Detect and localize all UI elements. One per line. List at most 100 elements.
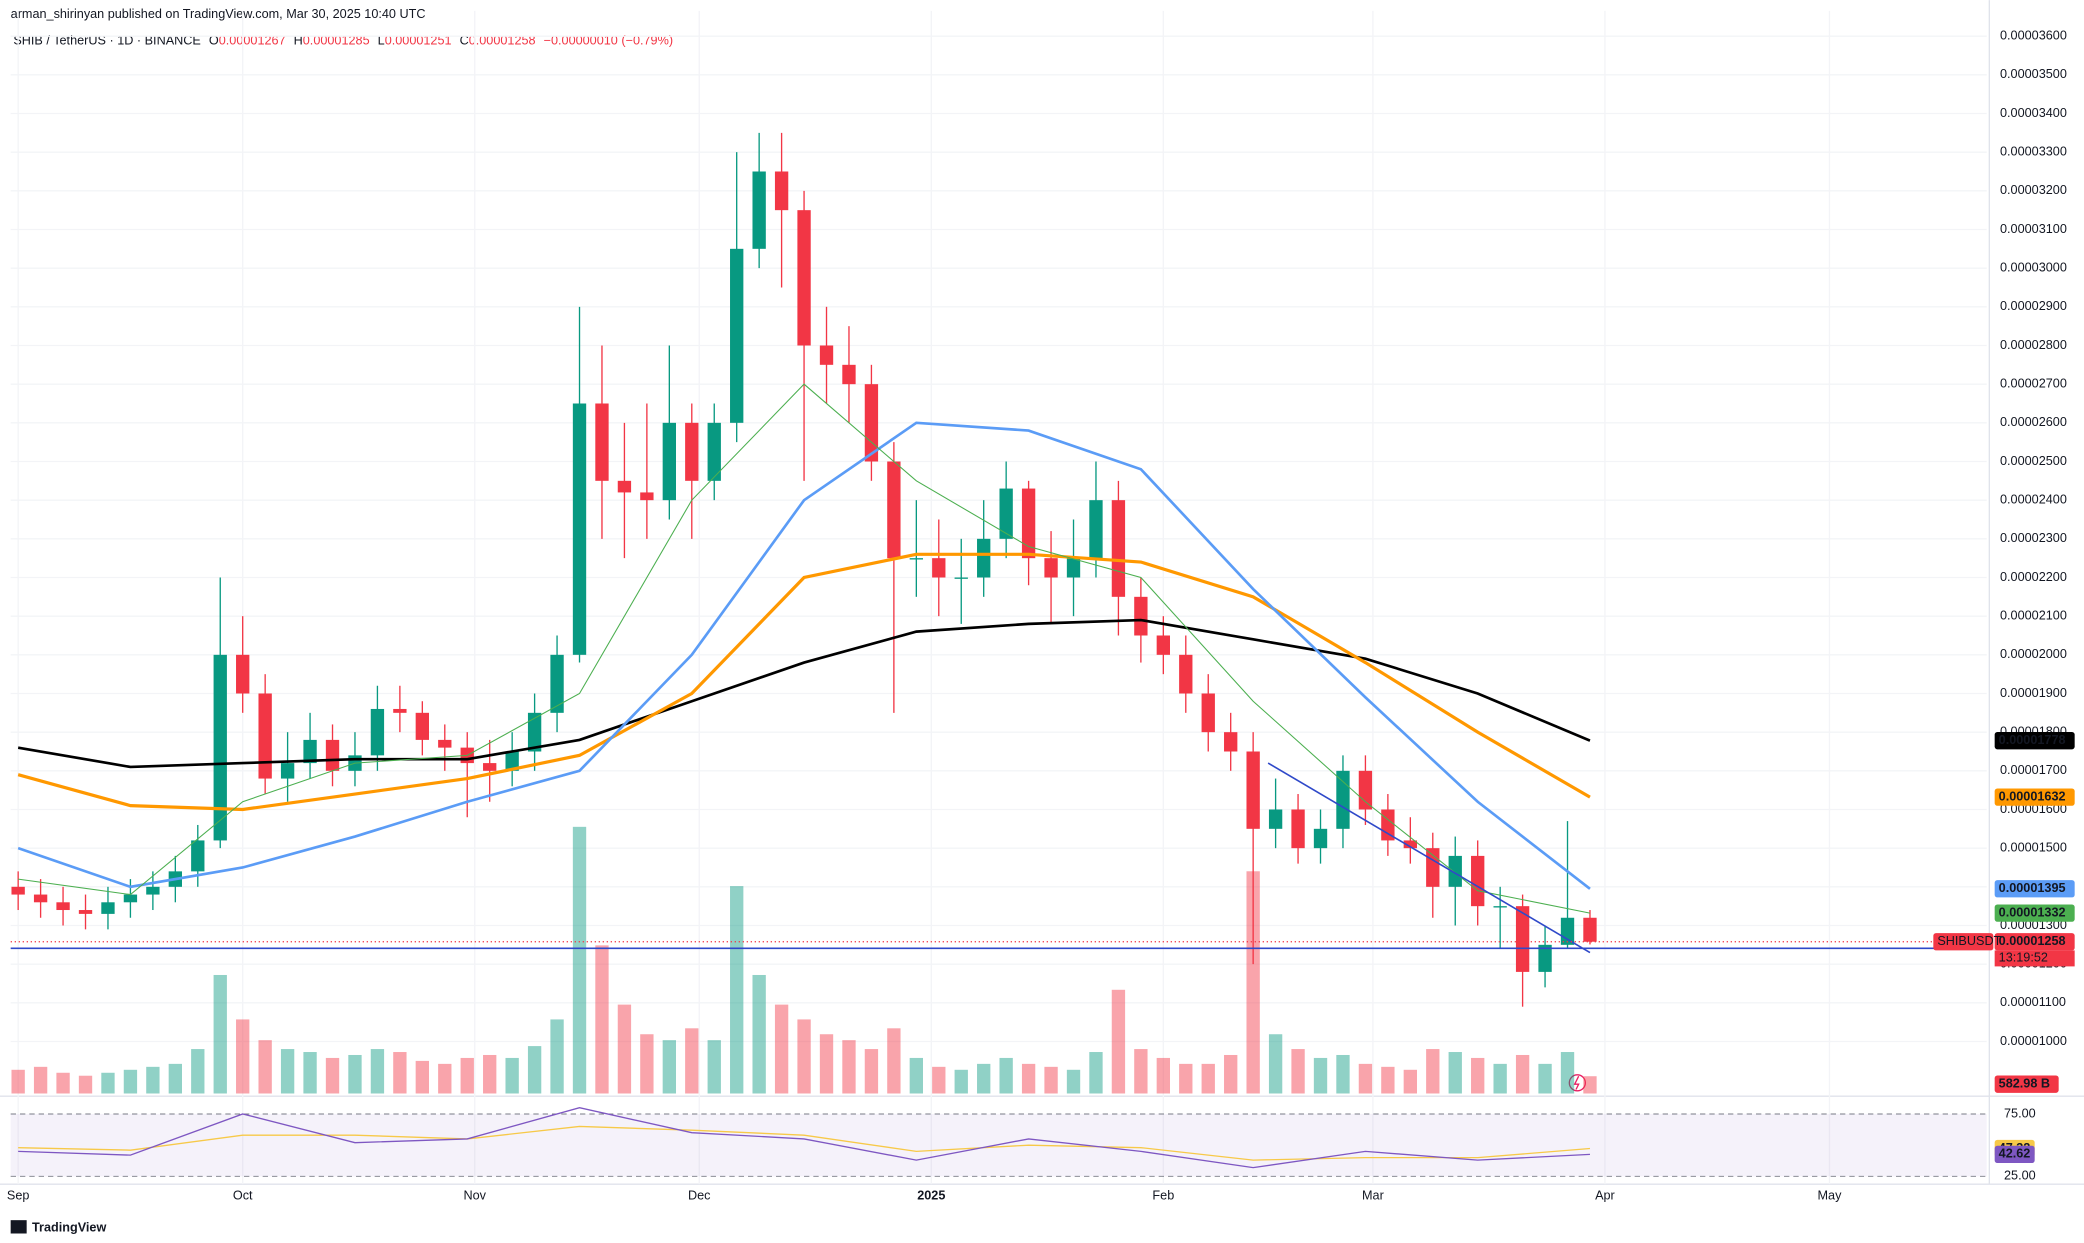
volume-bar <box>640 1034 654 1094</box>
rsi-tag: 42.62 <box>1999 1147 2031 1161</box>
candle-body <box>1021 488 1036 559</box>
x-tick-label: Nov <box>463 1189 486 1203</box>
volume-bar <box>78 1075 93 1094</box>
candle-body <box>123 894 138 903</box>
volume-bar <box>954 1069 968 1094</box>
candle-body <box>146 886 160 895</box>
volume-bar <box>977 1063 991 1094</box>
x-tick-label: Oct <box>233 1189 253 1203</box>
volume-bar <box>1560 1052 1575 1094</box>
candle-body <box>258 693 272 779</box>
volume-bar <box>483 1054 497 1094</box>
c-key: C <box>460 34 469 48</box>
volume-bar <box>1246 871 1260 1094</box>
volume-bar <box>191 1049 205 1094</box>
candle-body <box>527 712 542 752</box>
candle-body <box>572 403 587 655</box>
h-key: H <box>294 34 303 48</box>
y-tick-label: 0.00002300 <box>2000 531 2067 545</box>
candle-body <box>685 422 699 481</box>
moving-average <box>17 421 1591 890</box>
y-tick-label: 0.00002000 <box>2000 647 2067 661</box>
legend: SHIB / TetherUS · 1D · BINANCE O0.0000126… <box>13 34 673 48</box>
rsi-line <box>18 1107 1591 1169</box>
volume-bar <box>33 1066 48 1094</box>
candle-body <box>1515 906 1530 972</box>
candle-body <box>393 708 407 713</box>
y-tick-label: 0.00003000 <box>2000 261 2067 275</box>
volume-bar <box>1066 1069 1081 1094</box>
volume-bar <box>393 1052 407 1094</box>
volume-bar <box>1156 1057 1170 1094</box>
volume-bar <box>864 1049 879 1094</box>
candle-body <box>213 654 227 841</box>
candle-body <box>1291 809 1305 849</box>
volume-bar <box>505 1057 519 1094</box>
candle-body <box>370 708 385 756</box>
volume-bar <box>1134 1049 1148 1094</box>
volume-bar <box>213 974 227 1094</box>
alert-icon[interactable] <box>1568 1074 1586 1092</box>
volume-bar <box>1538 1063 1552 1094</box>
candle-body <box>550 654 564 713</box>
volume-bar <box>685 1028 699 1094</box>
candle-body <box>236 654 250 694</box>
volume-bar <box>11 1069 25 1094</box>
candle-body <box>1583 917 1597 942</box>
symbol-tag-bg <box>1933 933 1994 951</box>
volume-bar <box>1448 1052 1462 1094</box>
rsi-tag-bg <box>1994 1145 2035 1164</box>
candle-body <box>325 739 340 771</box>
candle-body <box>1089 500 1103 559</box>
volume-bar <box>101 1072 115 1094</box>
y-tick-label: 0.00001900 <box>2000 686 2067 700</box>
volume-bar <box>1044 1066 1058 1094</box>
volume-bar <box>303 1052 317 1094</box>
candle-body <box>1493 906 1507 908</box>
volume-bar <box>1381 1066 1395 1094</box>
candle-body <box>438 739 452 748</box>
candle-body <box>1426 848 1440 887</box>
candle-body <box>78 910 93 914</box>
brand: TradingView <box>32 1221 106 1235</box>
ma-tag: 0.00001632 <box>1999 789 2066 803</box>
candle-body <box>999 488 1013 539</box>
ma-tag-bg <box>1994 788 2075 806</box>
y-tick-label: 0.00003500 <box>2000 67 2067 81</box>
candle-body <box>11 886 25 895</box>
candle-body <box>1111 500 1126 597</box>
volume-bar <box>752 974 766 1094</box>
candle-body <box>909 558 923 560</box>
volume-bar <box>617 1004 632 1094</box>
y-tick-label: 0.00002800 <box>2000 338 2067 352</box>
volume-bar <box>1583 1076 1597 1094</box>
candle-body <box>595 403 609 481</box>
candle-body <box>819 345 834 365</box>
candle-body <box>1156 635 1170 655</box>
volume-bar <box>595 945 609 1094</box>
ma-tag: 0.00001778 <box>1999 733 2066 747</box>
candle-body <box>483 763 497 771</box>
volume-bar <box>168 1063 182 1094</box>
volume-bar <box>146 1066 160 1094</box>
volume-bar <box>774 1004 789 1094</box>
candle-body <box>887 461 901 559</box>
volume-bar <box>236 1019 250 1094</box>
volume-bar <box>819 1034 834 1094</box>
l-value: 0.00001251 <box>385 34 452 48</box>
countdown: 13:19:52 <box>1999 951 2048 965</box>
candle-body <box>56 902 70 911</box>
candle-body <box>415 712 429 740</box>
candle-body <box>1560 917 1575 945</box>
ma-tag-bg <box>1994 904 2075 922</box>
brand-logo <box>10 1220 27 1234</box>
y-tick-label: 0.00002400 <box>2000 493 2067 507</box>
volume-bar <box>1021 1063 1036 1094</box>
x-tick-label: Mar <box>1362 1189 1384 1203</box>
volume-bar <box>1313 1057 1328 1094</box>
volume-bar <box>842 1040 856 1094</box>
volume-bar <box>527 1046 542 1094</box>
candle-body <box>1179 654 1193 694</box>
volume-bar <box>370 1049 385 1094</box>
